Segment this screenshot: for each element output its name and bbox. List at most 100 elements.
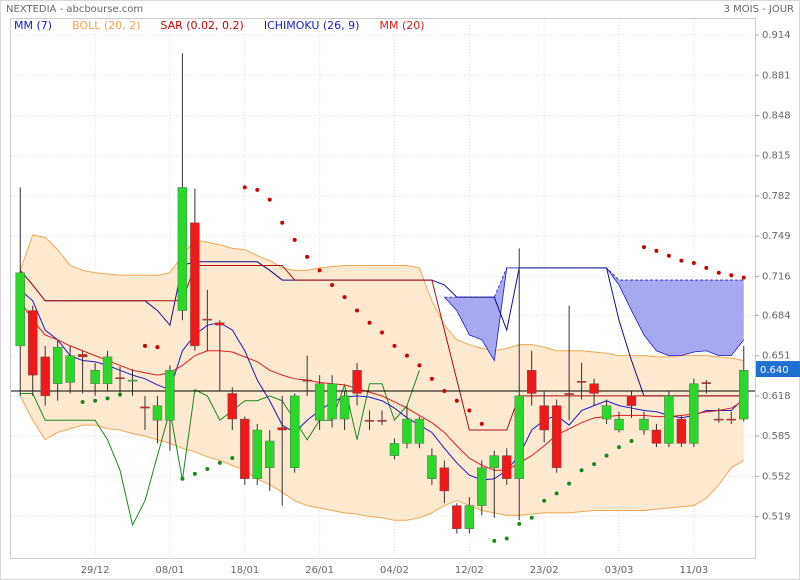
candle-body xyxy=(601,405,612,420)
sar-dot xyxy=(118,392,123,397)
sar-dot xyxy=(80,399,85,404)
candle-body xyxy=(227,393,237,420)
candle-body xyxy=(115,377,125,380)
sar-dot xyxy=(367,320,372,325)
sar-dot xyxy=(305,254,310,259)
sar-dot xyxy=(317,268,322,273)
legend-entry: ICHIMOKU (26, 9) xyxy=(264,19,360,32)
candle-body xyxy=(514,395,524,479)
candle-body xyxy=(539,405,549,431)
sar-dot xyxy=(529,515,534,520)
candle-body xyxy=(52,346,63,384)
y-tick-label: 0.782 xyxy=(762,191,791,202)
x-tick-label: 11/03 xyxy=(679,565,708,576)
candle-body xyxy=(215,322,225,326)
sar-dot xyxy=(142,343,147,348)
sar-dot xyxy=(729,273,734,278)
candle-body xyxy=(314,383,325,421)
candle-body xyxy=(477,467,487,506)
candle-body xyxy=(439,467,450,492)
candle-body xyxy=(452,505,462,529)
sar-dot xyxy=(442,389,447,394)
candle-body xyxy=(327,383,337,420)
sar-dot xyxy=(641,245,646,250)
sar-dot xyxy=(654,248,659,253)
sar-dot xyxy=(192,471,197,476)
sar-dot xyxy=(267,197,272,202)
y-tick-label: 0.749 xyxy=(762,231,791,242)
candle-body xyxy=(140,406,150,409)
moving-average xyxy=(19,300,745,471)
candle-body xyxy=(739,370,749,420)
sar-dot xyxy=(604,453,609,458)
legend-entry: BOLL (20, 2) xyxy=(72,19,140,32)
sar-dot xyxy=(280,220,285,225)
candle-body xyxy=(664,395,674,444)
legend-entry: MM (7) xyxy=(14,19,52,32)
sar-dot xyxy=(342,295,347,300)
candle-body xyxy=(639,418,649,431)
candle-body xyxy=(389,443,400,456)
y-tick-label: 0.881 xyxy=(762,70,791,81)
sar-dot xyxy=(205,467,210,472)
candle-body xyxy=(28,310,38,376)
candle-body xyxy=(102,356,113,384)
candle-body xyxy=(489,455,499,468)
x-tick-label: 03/03 xyxy=(605,565,634,576)
sar-dot xyxy=(180,476,185,481)
sar-dot xyxy=(255,187,260,192)
x-tick-label: 08/01 xyxy=(156,565,185,576)
sar-dot xyxy=(242,185,247,190)
candle-body xyxy=(265,440,275,468)
x-tick-label: 23/02 xyxy=(530,565,559,576)
sar-dot xyxy=(155,345,160,350)
legend-entry: SAR (0.02, 0.2) xyxy=(160,19,243,32)
y-tick-label: 0.815 xyxy=(762,151,791,162)
y-tick-label: 0.684 xyxy=(762,310,791,321)
candle-body xyxy=(589,383,599,394)
sar-dot xyxy=(230,456,235,461)
sar-dot xyxy=(517,521,522,526)
bollinger-lower xyxy=(19,395,745,521)
candle-body xyxy=(464,505,475,529)
x-tick-label: 18/01 xyxy=(230,565,259,576)
sar-dot xyxy=(355,308,360,313)
candle-body xyxy=(352,370,362,394)
candle-body xyxy=(364,420,375,422)
ichimoku-cloud xyxy=(444,267,744,361)
last-price-label: 0.640 xyxy=(760,365,789,376)
candle-body xyxy=(564,393,574,395)
sar-dot xyxy=(504,536,509,541)
sar-dot xyxy=(542,498,547,503)
candle-body xyxy=(240,418,250,479)
candle-body xyxy=(77,354,88,358)
ichimoku-line xyxy=(19,264,744,431)
sar-dot xyxy=(404,353,409,358)
y-tick-label: 0.519 xyxy=(762,512,791,523)
candle-body xyxy=(339,395,350,420)
y-tick-label: 0.585 xyxy=(762,431,791,442)
candle-body xyxy=(414,418,425,444)
candle-body xyxy=(165,370,175,421)
candle-body xyxy=(527,370,537,394)
x-tick-label: 04/02 xyxy=(380,565,409,576)
candle-body xyxy=(427,455,437,479)
y-tick-label: 0.618 xyxy=(762,391,791,402)
candle-body xyxy=(190,222,200,347)
bollinger-fill xyxy=(20,234,744,521)
y-tick-label: 0.914 xyxy=(762,30,791,41)
sar-dot xyxy=(666,253,671,258)
period: 3 MOIS - JOUR xyxy=(724,4,794,15)
candle-body xyxy=(40,356,50,397)
candle-body xyxy=(152,405,163,421)
sar-dot xyxy=(380,330,384,335)
x-tick-label: 26/01 xyxy=(305,565,334,576)
candle-body xyxy=(551,405,562,468)
sar-dot xyxy=(429,376,434,381)
legend-entry: MM (20) xyxy=(379,19,424,32)
sar-dot xyxy=(217,460,222,465)
sar-dot xyxy=(105,396,110,401)
candle-body xyxy=(726,418,736,421)
